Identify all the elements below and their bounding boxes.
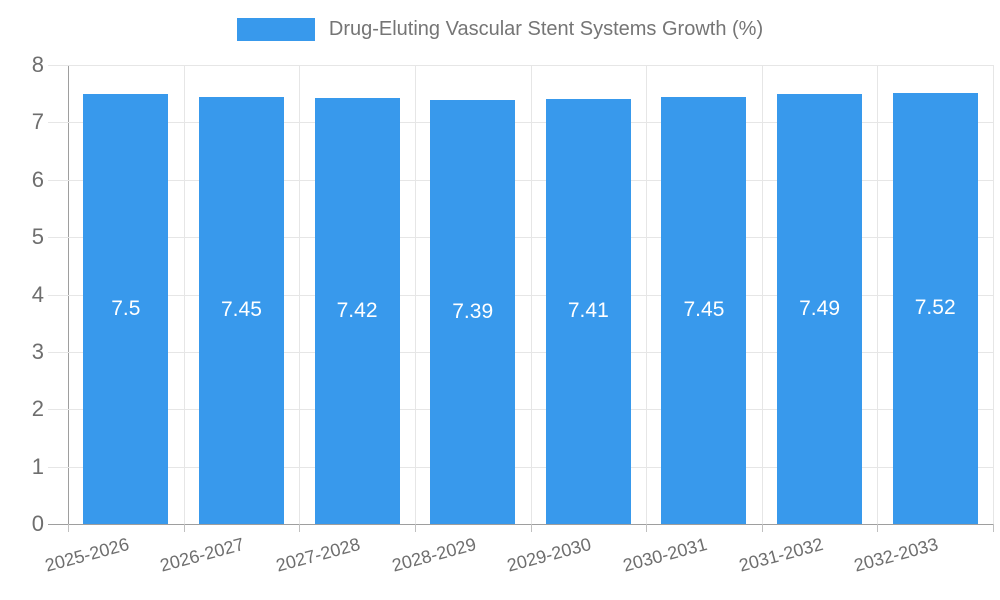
gridline-vertical [761, 65, 763, 524]
y-tick-label: 7 [31, 109, 44, 135]
y-axis-line [68, 65, 69, 532]
x-axis-tick [183, 524, 185, 532]
bar[interactable]: 7.42 [314, 98, 400, 524]
bar-value-label: 7.5 [111, 296, 141, 320]
y-tick-label: 0 [31, 511, 44, 536]
bar[interactable]: 7.45 [198, 96, 284, 524]
bar[interactable]: 7.39 [430, 99, 516, 524]
gridline-horizontal [48, 237, 993, 239]
x-axis-tick [993, 524, 994, 532]
bar-value-label: 7.39 [452, 299, 494, 323]
gridline-vertical [646, 65, 648, 524]
bar[interactable]: 7.45 [661, 96, 747, 524]
bar-value-label: 7.42 [336, 299, 378, 323]
gridline-horizontal [48, 409, 993, 411]
x-axis-tick [761, 524, 763, 532]
gridline-horizontal [48, 351, 993, 353]
bar-value-label: 7.49 [799, 297, 840, 321]
y-tick-label: 6 [31, 166, 44, 192]
bar-value-label: 7.52 [914, 296, 956, 320]
y-tick-label: 4 [31, 281, 44, 307]
gridline-horizontal [48, 65, 993, 66]
x-axis-tick [414, 524, 416, 532]
gridline-vertical [530, 65, 532, 524]
x-axis-line [48, 524, 993, 525]
gridline-vertical [877, 65, 879, 524]
legend[interactable]: Drug-Eluting Vascular Stent Systems Grow… [0, 18, 1000, 41]
x-axis-tick [877, 524, 879, 532]
x-axis-tick [530, 524, 532, 532]
y-tick-label: 8 [31, 52, 44, 77]
gridline-horizontal [48, 122, 993, 124]
x-axis-tick [68, 524, 69, 532]
gridline-horizontal [48, 466, 993, 468]
y-tick-label: 3 [31, 338, 44, 364]
gridline-vertical [414, 65, 416, 524]
legend-label: Drug-Eluting Vascular Stent Systems Grow… [328, 18, 764, 40]
gridline-vertical [299, 65, 301, 524]
legend-swatch [236, 18, 315, 41]
bar[interactable]: 7.5 [83, 93, 169, 524]
gridline-vertical [993, 65, 994, 524]
x-axis-tick [646, 524, 648, 532]
y-tick-label: 2 [31, 396, 44, 422]
gridline-horizontal [48, 179, 993, 181]
x-axis-tick [299, 524, 301, 532]
bar[interactable]: 7.41 [545, 98, 631, 524]
y-tick-label: 5 [31, 224, 44, 250]
plot-area: 7.5 7.45 7.42 7.39 7.41 7.45 7.49 7.52 [48, 65, 994, 532]
bar-value-label: 7.45 [683, 298, 725, 322]
bar[interactable]: 7.49 [777, 94, 863, 524]
bar[interactable]: 7.52 [892, 92, 978, 524]
gridline-horizontal [48, 294, 993, 296]
bar-value-label: 7.41 [567, 299, 609, 323]
bar-value-label: 7.45 [221, 298, 262, 322]
gridline-vertical [183, 65, 185, 524]
y-tick-label: 1 [31, 453, 44, 479]
